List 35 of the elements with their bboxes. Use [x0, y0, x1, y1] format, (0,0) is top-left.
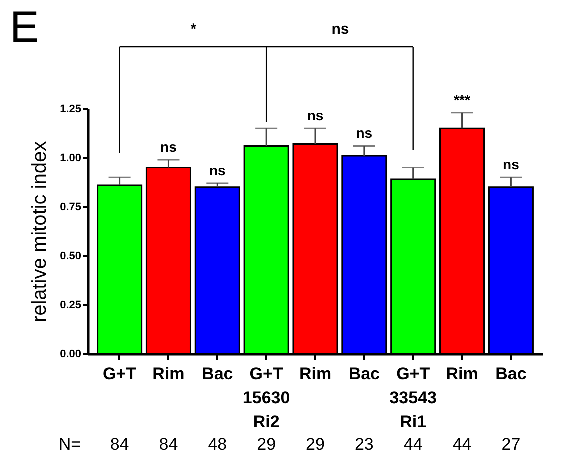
text: 29	[306, 435, 325, 454]
annotation: ns	[356, 125, 373, 142]
text: 48	[208, 435, 228, 454]
chart-title: E	[10, 3, 40, 52]
annotation: ns	[307, 108, 324, 124]
y-tick-label: 0.25	[60, 300, 82, 312]
x-tick-label: G+T	[103, 364, 138, 384]
text: 29	[257, 435, 276, 454]
x-tick-label: Bac	[348, 364, 380, 384]
annotation: ns	[160, 138, 178, 155]
text: 44	[404, 435, 423, 454]
y-tick-label: 0.50	[60, 250, 82, 262]
annotation: ns	[209, 162, 226, 178]
x-tick-label: Rim	[446, 364, 478, 384]
text: N=	[58, 435, 82, 454]
y-tick-label: 1.00	[60, 152, 82, 164]
text: ns	[332, 21, 350, 38]
text: 84	[110, 435, 130, 454]
text: 84	[159, 435, 178, 454]
x-tick-label: Bac	[496, 364, 527, 384]
y-tick-label: 0.75	[60, 202, 82, 214]
annotation: ns	[503, 156, 520, 173]
text: 23	[354, 435, 374, 454]
text: ***	[454, 92, 471, 108]
text: 27	[502, 435, 521, 454]
x-tick-label: Rim	[299, 364, 332, 384]
x-tick-label: Bac	[202, 364, 234, 384]
x-tick-label: Rim	[152, 364, 185, 384]
text: 44	[452, 435, 472, 454]
y-axis-title: relative mitotic index	[29, 141, 52, 323]
y-tick-label: 0.00	[60, 348, 82, 360]
x-tick-label: G+T 33543 Ri1	[390, 364, 437, 432]
y-tick-label: 1.25	[60, 104, 82, 116]
x-tick-label: G+T 15630 Ri2	[242, 364, 290, 432]
text: *	[190, 21, 197, 38]
